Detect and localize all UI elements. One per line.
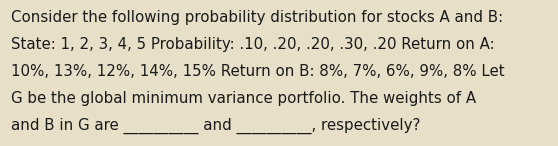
Text: State: 1, 2, 3, 4, 5 Probability: .10, .20, .20, .30, .20 Return on A:: State: 1, 2, 3, 4, 5 Probability: .10, .… (11, 37, 495, 52)
Text: G be the global minimum variance portfolio. The weights of A: G be the global minimum variance portfol… (11, 91, 477, 106)
Text: and B in G are __________ and __________, respectively?: and B in G are __________ and __________… (11, 118, 421, 134)
Text: Consider the following probability distribution for stocks A and B:: Consider the following probability distr… (11, 10, 503, 25)
Text: 10%, 13%, 12%, 14%, 15% Return on B: 8%, 7%, 6%, 9%, 8% Let: 10%, 13%, 12%, 14%, 15% Return on B: 8%,… (11, 64, 505, 79)
